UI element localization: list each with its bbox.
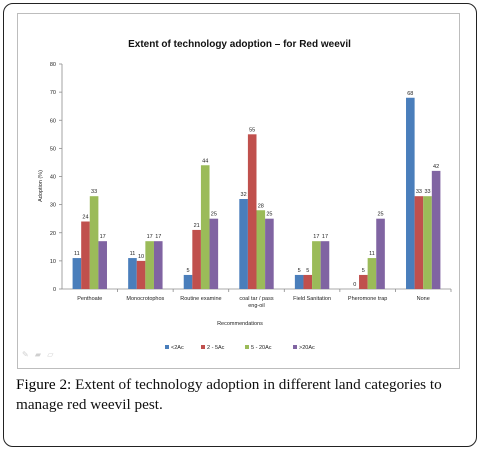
bar bbox=[376, 218, 385, 289]
chart-title: Extent of technology adoption – for Red … bbox=[128, 39, 351, 50]
data-label: 44 bbox=[202, 158, 208, 164]
data-label: 42 bbox=[433, 164, 439, 170]
bar bbox=[200, 165, 210, 289]
data-label: 11 bbox=[130, 251, 136, 257]
data-label: 25 bbox=[377, 212, 383, 218]
bar bbox=[359, 274, 368, 289]
legend: <2Ac 2 - 5Ac 5 - 20Ac >20Ac bbox=[165, 345, 315, 351]
bar bbox=[367, 258, 377, 289]
data-label: 11 bbox=[74, 251, 80, 257]
bar bbox=[72, 258, 82, 289]
bar bbox=[414, 196, 424, 289]
bar bbox=[128, 258, 137, 289]
data-label: 5 bbox=[306, 268, 309, 274]
data-label: 25 bbox=[266, 212, 272, 218]
y-axis-label: Adoption (%) bbox=[38, 170, 44, 202]
bar bbox=[265, 218, 274, 289]
bar bbox=[239, 199, 248, 289]
data-label: 17 bbox=[155, 234, 161, 240]
chart-container: Extent of technology adoption – for Red … bbox=[17, 13, 460, 369]
legend-label: 5 - 20Ac bbox=[251, 345, 272, 351]
data-label: 5 bbox=[298, 268, 301, 274]
x-tick-label: None bbox=[417, 296, 430, 302]
y-tick-label: 50 bbox=[50, 146, 56, 152]
x-tick-label: Field Sanitation bbox=[293, 296, 331, 302]
y-tick-label: 40 bbox=[50, 175, 56, 181]
caption-text: Extent of technology adoption in differe… bbox=[16, 376, 442, 413]
data-label: 32 bbox=[241, 192, 247, 198]
data-label: 33 bbox=[91, 189, 97, 195]
x-tick-label: Routine examine bbox=[180, 296, 221, 302]
y-tick-label: 30 bbox=[50, 203, 56, 209]
bar bbox=[256, 210, 266, 289]
x-tick-labels: Penthoate Monocrotophos Routine examine coa… bbox=[77, 289, 452, 309]
bar bbox=[247, 134, 257, 289]
bar bbox=[192, 229, 201, 289]
x-axis-label: Recommendations bbox=[217, 321, 263, 327]
y-tick-label: 70 bbox=[50, 90, 56, 96]
data-label: 55 bbox=[249, 127, 255, 133]
bar bbox=[136, 260, 146, 289]
bar bbox=[89, 196, 99, 289]
data-label: 5 bbox=[362, 268, 365, 274]
bar bbox=[81, 221, 90, 289]
legend-label: <2Ac bbox=[171, 345, 184, 351]
bar bbox=[209, 218, 219, 289]
data-label: 17 bbox=[147, 234, 153, 240]
bar bbox=[98, 241, 107, 289]
x-tick-label: eng-oil bbox=[248, 303, 265, 309]
x-tick-label: Monocrotophos bbox=[126, 296, 164, 302]
x-tick-label: Pheromone trap bbox=[348, 296, 387, 302]
data-label: 68 bbox=[407, 91, 413, 97]
y-tick-label: 20 bbox=[50, 231, 56, 237]
bar bbox=[183, 274, 193, 289]
bar bbox=[312, 241, 321, 289]
data-label: 10 bbox=[138, 254, 144, 260]
data-label: 33 bbox=[424, 189, 430, 195]
data-label: 5 bbox=[186, 268, 189, 274]
figure-caption: Figure 2: Extent of technology adoption … bbox=[16, 375, 472, 415]
bar bbox=[153, 241, 163, 289]
data-label: 21 bbox=[194, 223, 200, 229]
bar bbox=[431, 170, 441, 289]
legend-label: >20Ac bbox=[299, 345, 315, 351]
y-tick-label: 10 bbox=[50, 259, 56, 265]
bar bbox=[145, 241, 154, 289]
figure-frame bbox=[3, 3, 477, 447]
x-tick-label: coal tar / pass bbox=[239, 296, 273, 302]
y-tick-label: 60 bbox=[50, 118, 56, 124]
legend-swatch bbox=[245, 345, 249, 349]
data-label: 25 bbox=[211, 212, 217, 218]
data-label: 17 bbox=[322, 234, 328, 240]
bar bbox=[423, 196, 432, 289]
bar bbox=[294, 274, 304, 289]
caption-label: Figure 2: bbox=[16, 376, 72, 393]
legend-label: 2 - 5Ac bbox=[207, 345, 225, 351]
bar bbox=[303, 274, 313, 289]
bars bbox=[72, 97, 441, 289]
legend-swatch bbox=[201, 345, 205, 349]
data-label: 28 bbox=[258, 203, 264, 209]
bar bbox=[406, 97, 415, 289]
y-tick-label: 80 bbox=[50, 62, 56, 68]
data-label: 33 bbox=[416, 189, 422, 195]
x-tick-label: Penthoate bbox=[77, 296, 102, 302]
legend-swatch bbox=[293, 345, 297, 349]
y-tick-label: 0 bbox=[53, 287, 56, 293]
toolbar-icons: ✎ ▰ ▱ bbox=[22, 350, 56, 359]
data-label: 17 bbox=[313, 234, 319, 240]
data-label: 17 bbox=[100, 234, 106, 240]
legend-swatch bbox=[165, 345, 169, 349]
data-label: 24 bbox=[82, 215, 88, 221]
data-label: 0 bbox=[353, 282, 356, 288]
bar bbox=[320, 241, 330, 289]
data-label: 11 bbox=[369, 251, 375, 257]
